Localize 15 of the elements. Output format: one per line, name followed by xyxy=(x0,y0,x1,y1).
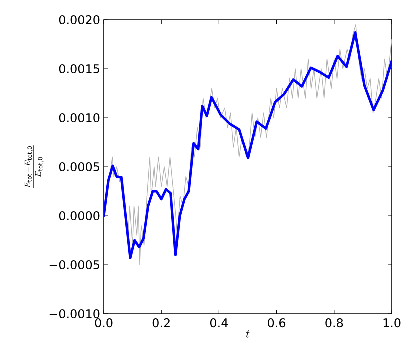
x-tick-label: 0.2 xyxy=(152,318,170,328)
y-tick-label: 0.0020 xyxy=(59,15,100,25)
x-tick-label: 0.8 xyxy=(326,318,344,328)
y-tick-label: 0.0005 xyxy=(59,162,100,172)
x-tick-label: 1.0 xyxy=(384,318,401,328)
x-tick-label: 0.4 xyxy=(210,318,228,328)
y-tick-label: −0.0005 xyxy=(50,260,100,270)
y-axis-title: $\frac{E_{\mathrm{tot}}-E_{\mathrm{tot,0}}}{E_{\mathrm{tot,0}}}$ xyxy=(24,146,44,188)
x-tick-label: 0.6 xyxy=(268,318,286,328)
y-tick-label: 0.0010 xyxy=(59,113,100,123)
y-tick-label: 0.0015 xyxy=(59,64,100,74)
x-tick-label: 0.0 xyxy=(95,318,113,328)
y-tick-label: −0.0010 xyxy=(50,309,100,319)
x-axis-title: $t$ xyxy=(246,330,250,338)
y-tick-label: 0.0000 xyxy=(59,211,100,221)
